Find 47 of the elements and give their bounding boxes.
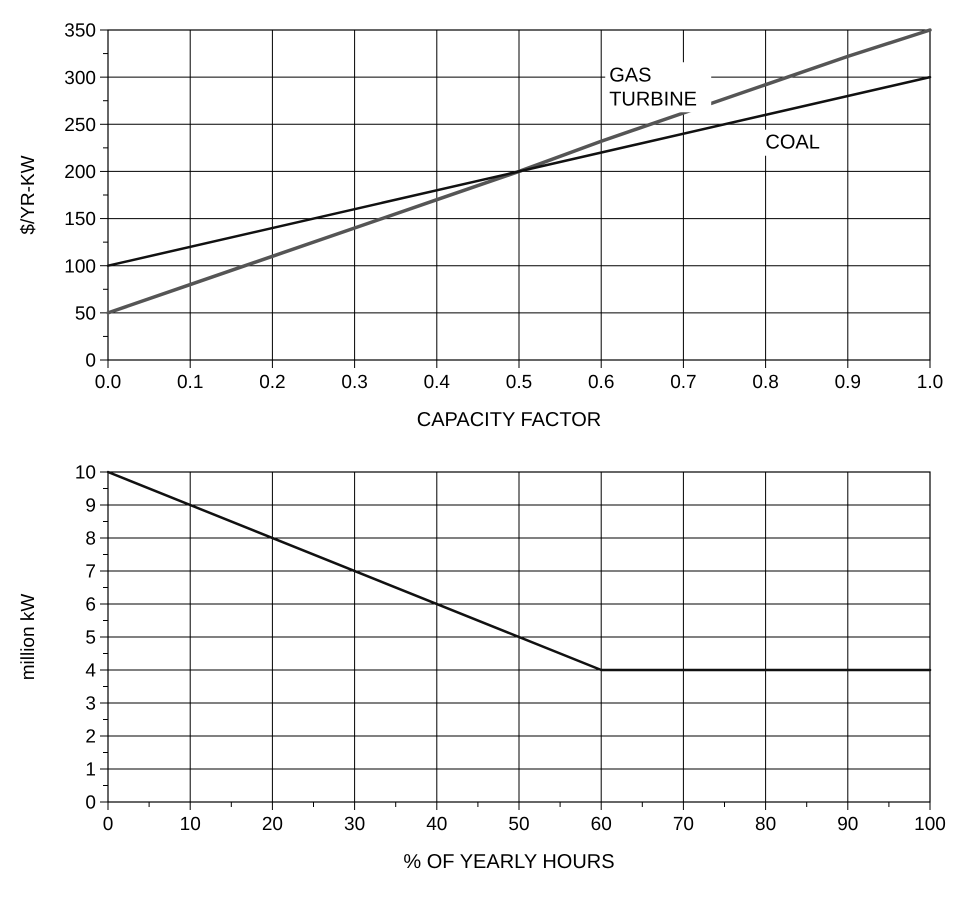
y-tick-label: 6 [85,594,96,616]
x-tick-label: 0.1 [176,372,204,393]
y-tick-label: 100 [64,256,96,278]
x-tick-label: 0.7 [670,372,697,393]
y-tick-label: 0 [85,792,96,814]
x-tick-label: 100 [914,814,946,835]
y-tick-label: 10 [74,462,96,484]
x-tick-label: 1.0 [916,372,944,393]
y-tick-label: 1 [85,760,96,781]
y-tick-label: 9 [85,496,96,517]
x-tick-label: 50 [508,814,530,835]
y-tick-label: 7 [85,562,96,583]
x-axis-title: % OF YEARLY HOURS [403,851,615,873]
x-tick-label: 60 [590,814,612,835]
y-tick-label: 8 [85,528,96,550]
y-axis-title: million kW [18,594,39,680]
series-label: GAS TURBINE [609,64,697,110]
y-tick-label: 150 [64,209,96,230]
x-tick-label: 30 [344,814,366,835]
x-tick-label: 0.3 [341,372,368,393]
x-tick-label: 0.0 [94,372,122,393]
x-tick-label: 0.8 [752,372,779,393]
x-tick-label: 0.2 [259,372,286,393]
x-tick-label: 40 [426,814,448,835]
x-tick-label: 90 [837,814,858,835]
y-tick-label: 4 [85,660,96,682]
x-tick-label: 10 [180,814,201,835]
y-axis-title: $/YR-KW [18,155,39,235]
x-tick-label: 80 [755,814,776,835]
x-tick-label: 0.4 [424,372,450,393]
y-tick-label: 2 [85,726,96,748]
y-tick-label: 300 [64,68,96,89]
y-tick-label: 3 [85,694,96,715]
x-tick-label: 0.5 [506,372,532,393]
x-tick-label: 0.9 [834,372,862,393]
series-label: COAL [765,132,820,154]
x-tick-label: 20 [262,814,283,835]
y-tick-label: 200 [64,162,96,184]
x-tick-label: 0 [102,814,114,835]
y-tick-label: 50 [74,304,96,325]
y-tick-label: 350 [64,20,96,42]
y-tick-label: 250 [64,114,96,136]
x-axis-title: CAPACITY FACTOR [416,409,602,431]
x-tick-label: 70 [672,814,694,835]
x-tick-label: 0.6 [588,372,614,393]
y-tick-label: 0 [85,350,96,372]
y-tick-label: 5 [85,628,96,649]
